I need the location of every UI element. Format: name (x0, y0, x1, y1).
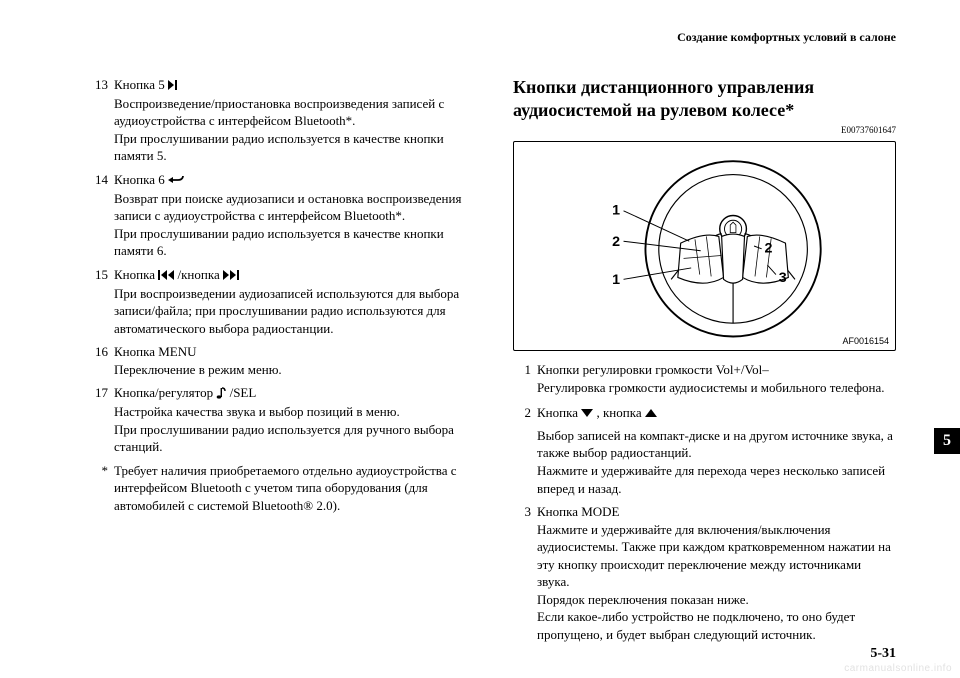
item-text: Кнопки регулировки громкости Vol+/Vol– Р… (537, 361, 896, 396)
return-arrow-icon (168, 172, 184, 190)
chevron-down-icon (581, 405, 593, 423)
item-body: Переключение в режим меню. (114, 361, 473, 379)
item-label: Кнопка/регулятор (114, 385, 216, 400)
item-number: 14 (90, 171, 114, 189)
item-body: При воспроизведении аудиозаписей использ… (114, 285, 473, 338)
item-label: Кнопка 6 (114, 172, 168, 187)
item-label: Кнопка MODE (537, 504, 620, 519)
section-title: Кнопки дистанционного управления аудиоси… (513, 76, 896, 121)
item-number: 16 (90, 343, 114, 361)
item-label-mid: /кнопка (177, 267, 222, 282)
item-text: Кнопка MODE Нажмите и удерживайте для вк… (537, 503, 896, 643)
item-number: 3 (513, 503, 537, 521)
item-text: Кнопка MENU Переключение в режим меню. (114, 343, 473, 378)
list-item: 2 Кнопка , кнопка Выбор записей на компа… (513, 404, 896, 497)
item-body: Возврат при поиске аудиозаписи и останов… (114, 190, 473, 260)
item-body: Нажмите и удерживайте для включения/выкл… (537, 521, 896, 644)
two-column-layout: 13 Кнопка 5 Воспроизведение/приостановка… (90, 76, 896, 636)
callout-3: 3 (779, 270, 787, 286)
item-label-suffix: /SEL (230, 385, 257, 400)
callout-2b: 2 (765, 241, 773, 257)
item-body: Требует наличия приобретаемого отдельно … (114, 462, 473, 515)
left-column: 13 Кнопка 5 Воспроизведение/приостановка… (90, 76, 473, 636)
item-body: Воспроизведение/приостановка воспроизвед… (114, 95, 473, 165)
chevron-up-icon (645, 405, 657, 423)
item-label: Кнопка (537, 405, 581, 420)
list-item: 3 Кнопка MODE Нажмите и удерживайте для … (513, 503, 896, 643)
watermark: carmanualsonline.info (844, 663, 952, 674)
item-number: 17 (90, 384, 114, 402)
figure-code: AF0016154 (842, 336, 889, 346)
item-number: 13 (90, 76, 114, 94)
steering-wheel-svg: 1 2 1 2 3 (514, 142, 895, 350)
list-item: 16 Кнопка MENU Переключение в режим меню… (90, 343, 473, 378)
list-item: 15 Кнопка /кнопка При воспроизведении ау… (90, 266, 473, 337)
item-number: 2 (513, 404, 537, 422)
page: Создание комфортных условий в салоне 13 … (0, 0, 960, 678)
chapter-tab: 5 (934, 428, 960, 454)
item-number: 15 (90, 266, 114, 284)
right-column: Кнопки дистанционного управления аудиоси… (513, 76, 896, 636)
list-item: 13 Кнопка 5 Воспроизведение/приостановка… (90, 76, 473, 165)
steering-wheel-figure: 1 2 1 2 3 AF0016154 (513, 141, 896, 351)
callout-1b: 1 (612, 272, 620, 288)
item-text: Кнопка , кнопка Выбор записей на компакт… (537, 404, 896, 497)
item-number: * (90, 462, 114, 480)
item-number: 1 (513, 361, 537, 379)
page-number: 5-31 (870, 646, 896, 662)
item-label-mid: , кнопка (596, 405, 644, 420)
music-note-icon (216, 386, 226, 404)
list-item-footnote: * Требует наличия приобретаемого отдельн… (90, 462, 473, 515)
list-item: 14 Кнопка 6 Возврат при поиске аудиозапи… (90, 171, 473, 260)
callout-1a: 1 (612, 203, 620, 219)
item-text: Кнопка/регулятор /SEL Настройка качества… (114, 384, 473, 455)
section-code: E00737601647 (513, 125, 896, 135)
item-label: Кнопка MENU (114, 344, 197, 359)
list-item: 1 Кнопки регулировки громкости Vol+/Vol–… (513, 361, 896, 396)
callout-2a: 2 (612, 234, 620, 250)
item-text: Кнопка 5 Воспроизведение/приостановка во… (114, 76, 473, 165)
item-body: Регулировка громкости аудиосистемы и моб… (537, 379, 896, 397)
item-label: Кнопка 5 (114, 77, 168, 92)
item-text: Кнопка 6 Возврат при поиске аудиозаписи … (114, 171, 473, 260)
prev-track-icon (158, 267, 174, 285)
item-body: Настройка качества звука и выбор позиций… (114, 403, 473, 456)
play-pause-icon (168, 77, 182, 95)
item-label: Кнопка (114, 267, 158, 282)
item-body: Выбор записей на компакт-диске и на друг… (537, 427, 896, 497)
running-header: Создание комфортных условий в салоне (677, 30, 896, 45)
next-track-icon (223, 267, 239, 285)
list-item: 17 Кнопка/регулятор /SEL Настройка качес… (90, 384, 473, 455)
item-label: Кнопки регулировки громкости Vol+/Vol– (537, 362, 769, 377)
item-text: Кнопка /кнопка При воспроизведении аудио… (114, 266, 473, 337)
